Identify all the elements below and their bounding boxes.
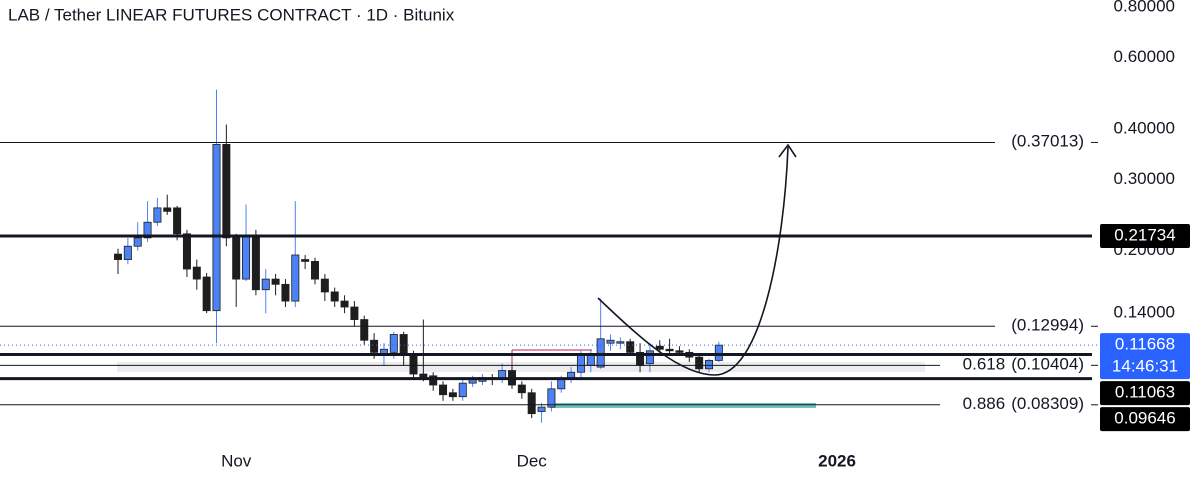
y-tick-label: 0.30000 <box>1114 169 1175 188</box>
price-box-label: 0.11063 <box>1115 383 1175 402</box>
candle-body <box>370 339 379 353</box>
candle-body <box>389 334 398 353</box>
candle-body <box>123 245 132 260</box>
candle-body <box>537 406 546 412</box>
y-tick-label: 0.60000 <box>1114 47 1175 66</box>
x-tick-label: Nov <box>221 451 252 470</box>
candle-body <box>281 283 290 302</box>
y-tick-label: 0.80000 <box>1114 0 1175 16</box>
level-label: (0.12994) <box>1011 316 1084 335</box>
candle-body <box>596 338 605 368</box>
candle-body <box>301 259 310 262</box>
candle-body <box>222 144 231 239</box>
countdown-label: 14:46:31 <box>1112 357 1178 376</box>
candle-body <box>114 253 123 260</box>
candle-body <box>251 237 260 291</box>
candle-body <box>340 300 349 308</box>
level-label: (0.08309) <box>1011 394 1084 413</box>
candle-body <box>695 356 704 370</box>
candle-body <box>714 344 723 361</box>
arrow-head <box>778 143 797 158</box>
candle-body <box>173 207 182 235</box>
candle-body <box>261 278 270 291</box>
fib-ratio: 0.886 <box>963 394 1006 413</box>
candle-body <box>655 345 664 350</box>
candle-body <box>182 233 191 270</box>
candle-body <box>458 382 467 398</box>
level-annotation: (0.37013) <box>1011 132 1084 151</box>
x-tick-label: 2026 <box>818 451 856 470</box>
candle-body <box>350 306 359 320</box>
candle-body <box>665 348 674 352</box>
candle-body <box>271 278 280 285</box>
fib-ratio: 0.618 <box>963 355 1006 374</box>
candle-body <box>675 350 684 353</box>
x-tick-label: Dec <box>517 451 548 470</box>
y-tick-label: 0.40000 <box>1114 118 1175 137</box>
price-box-label: 0.21734 <box>1114 225 1175 244</box>
candle-body <box>242 235 251 280</box>
candle-body <box>547 388 556 408</box>
chart-title: LAB / Tether LINEAR FUTURES CONTRACT · 1… <box>8 5 455 24</box>
projection-arrow <box>597 146 789 376</box>
price-box <box>1100 333 1190 380</box>
candle-body <box>448 392 457 398</box>
candle-body <box>626 341 635 353</box>
candle-body <box>429 375 438 386</box>
level-annotation: 0.618 (0.10404) <box>963 355 1084 374</box>
candles <box>114 89 723 423</box>
candle-body <box>409 353 418 375</box>
candle-body <box>133 237 142 247</box>
candle-body <box>616 341 625 344</box>
candle-body <box>576 353 585 373</box>
last-price-label: 0.11668 <box>1115 335 1175 354</box>
candle-body <box>291 254 300 302</box>
candle-body <box>360 319 369 341</box>
candle-body <box>153 207 162 223</box>
candle-body <box>202 276 211 312</box>
price-box <box>1100 407 1190 432</box>
candle-body <box>143 221 152 239</box>
candle-body <box>527 392 536 415</box>
candle-body <box>705 359 714 370</box>
level-label: (0.10404) <box>1011 355 1084 374</box>
candle-body <box>330 291 339 302</box>
candle-body <box>192 266 201 280</box>
candle-body <box>212 144 221 312</box>
price-box <box>1100 381 1190 406</box>
candle-body <box>320 278 329 293</box>
candle-body <box>439 384 448 396</box>
candle-body <box>163 207 172 212</box>
fib-zone <box>117 362 925 372</box>
level-label: (0.37013) <box>1011 132 1084 151</box>
level-annotation: 0.886 (0.08309) <box>963 394 1084 413</box>
candle-body <box>517 384 526 394</box>
price-box <box>1100 223 1190 248</box>
candle-body <box>399 334 408 355</box>
support-band <box>550 403 816 408</box>
price-box-label: 0.09646 <box>1114 409 1175 428</box>
candle-body <box>310 261 319 280</box>
level-annotation: (0.12994) <box>1011 316 1084 335</box>
candle-body <box>645 350 654 365</box>
candle-body <box>419 373 428 379</box>
candle-body <box>606 339 615 344</box>
candle-body <box>232 237 241 280</box>
candle-body <box>557 379 566 390</box>
y-tick-label: 0.14000 <box>1114 303 1175 322</box>
